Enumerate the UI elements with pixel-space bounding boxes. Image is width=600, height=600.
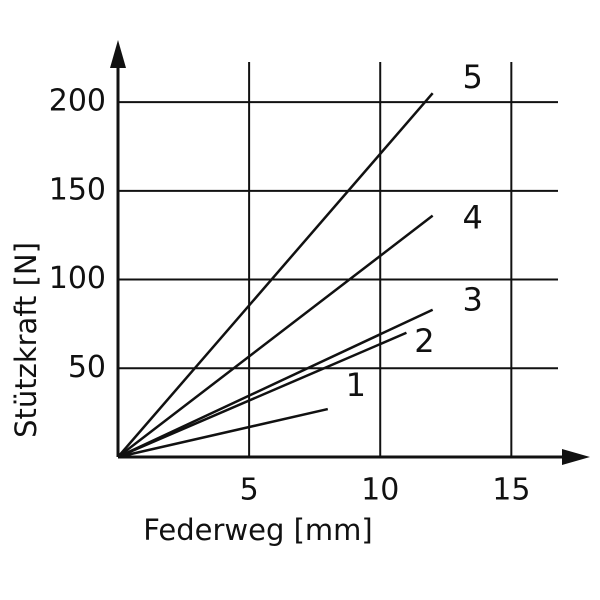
x-tick-label: 15: [492, 473, 530, 508]
y-tick-label: 100: [49, 261, 106, 296]
x-tick-label: 5: [240, 473, 259, 508]
series-line: [117, 308, 434, 459]
y-tick-label: 150: [49, 172, 106, 207]
y-axis-arrow: [110, 40, 126, 68]
y-tick-label: 50: [68, 350, 106, 385]
series-line: [117, 214, 434, 458]
series-label: 3: [462, 281, 482, 319]
x-axis-title: Federweg [mm]: [143, 513, 372, 547]
x-tick-label: 10: [361, 473, 399, 508]
series-label: 4: [462, 199, 482, 237]
x-axis-arrow: [562, 449, 590, 465]
y-tick-label: 200: [49, 84, 106, 119]
series-label: 1: [346, 366, 366, 404]
y-axis-title: Stützkraft [N]: [9, 242, 43, 438]
series-label: 5: [462, 58, 482, 96]
series-line: [117, 92, 434, 458]
series-label: 2: [414, 322, 434, 360]
series-line: [117, 407, 329, 459]
series-line: [117, 331, 407, 459]
